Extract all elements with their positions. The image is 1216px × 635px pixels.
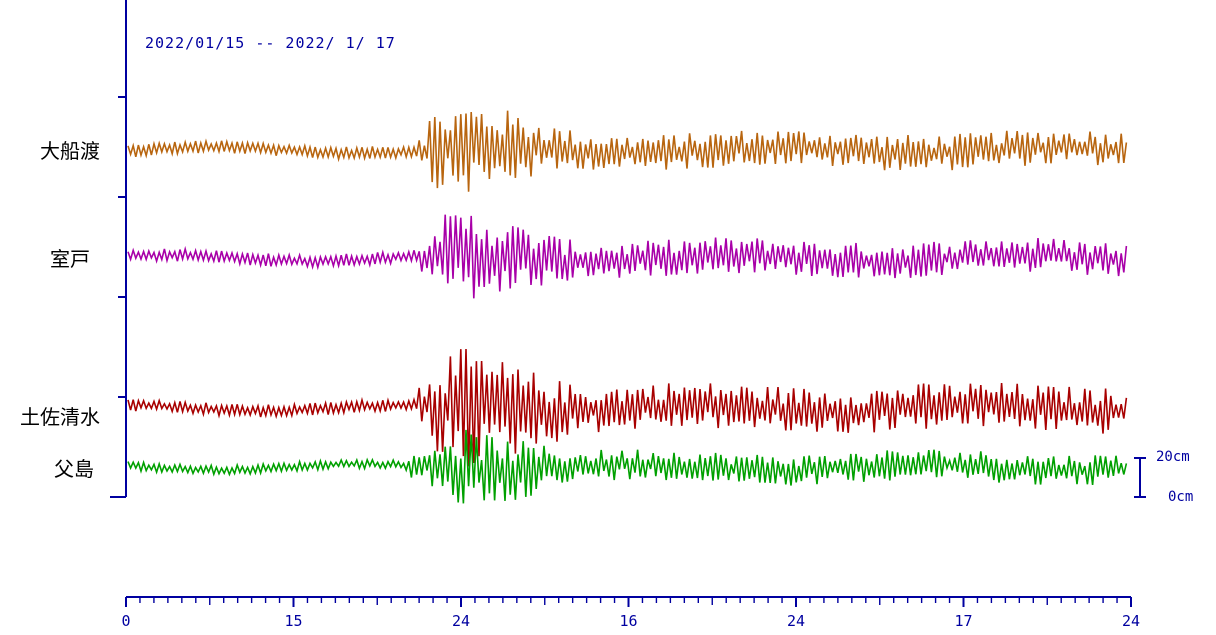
series-layer — [127, 110, 1128, 504]
series-line — [127, 348, 1128, 467]
station-label: 土佐清水 — [20, 405, 100, 429]
x-tick-label: 24 — [452, 612, 470, 630]
station-label: 父島 — [54, 457, 94, 481]
x-tick-label: 24 — [1122, 612, 1140, 630]
x-axis-ticks — [125, 597, 1132, 607]
station-label: 室戸 — [50, 247, 90, 271]
station-label: 大船渡 — [40, 139, 100, 163]
series-line — [127, 110, 1128, 192]
x-tick-label: 16 — [619, 612, 637, 630]
x-tick-label: 15 — [284, 612, 302, 630]
x-tick-label: 0 — [121, 612, 130, 630]
series-line — [127, 429, 1128, 504]
scale-label-top: 20cm — [1156, 449, 1190, 465]
scale-label-bottom: 0cm — [1168, 489, 1193, 505]
x-tick-label: 17 — [954, 612, 972, 630]
x-axis-labels: 0 15 24 16 24 17 24 — [121, 612, 1140, 630]
amplitude-scale-bar: 20cm 0cm — [1134, 449, 1193, 505]
chart-title: 2022/01/15 -- 2022/ 1/ 17 — [145, 34, 396, 52]
series-line — [127, 214, 1128, 299]
x-tick-label: 24 — [787, 612, 805, 630]
